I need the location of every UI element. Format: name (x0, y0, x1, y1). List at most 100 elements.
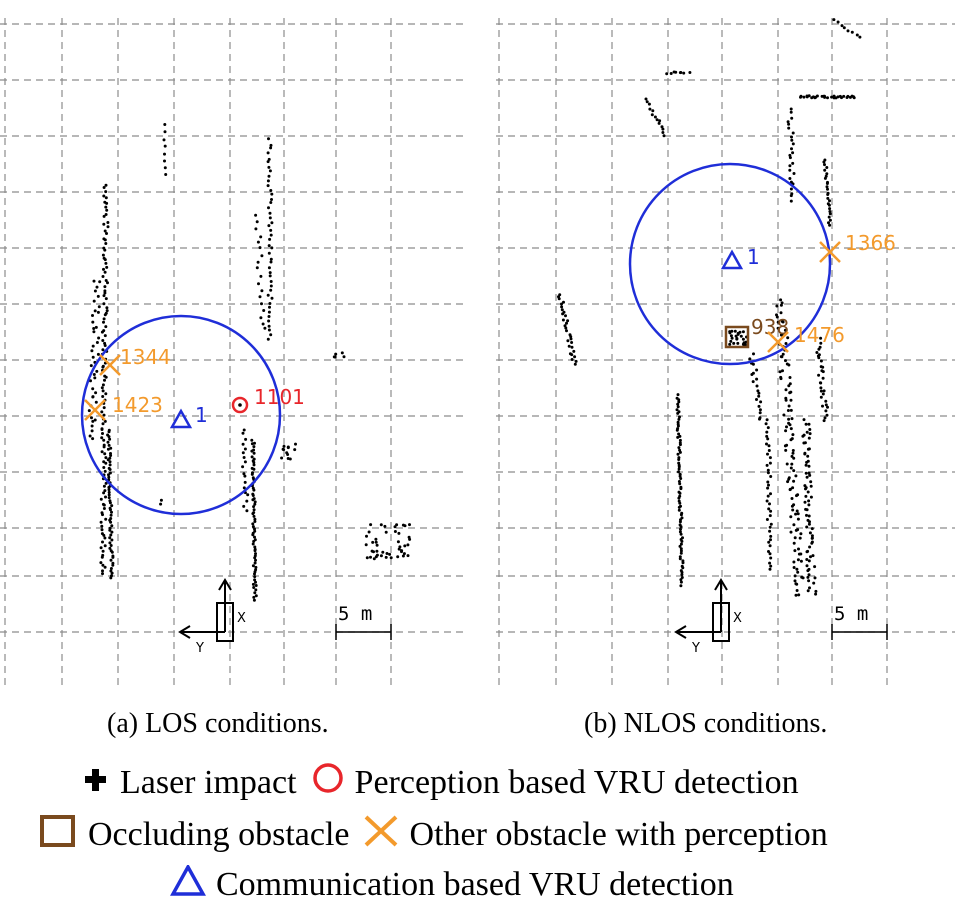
laser-point (100, 528, 104, 532)
laser-point (786, 120, 790, 124)
laser-point (383, 524, 387, 528)
laser-point (254, 584, 258, 587)
laser-point (100, 386, 104, 390)
laser-point (795, 509, 799, 513)
laser-point (253, 549, 257, 553)
laser-point (842, 94, 846, 98)
laser-point (787, 122, 791, 126)
laser-point (825, 413, 829, 417)
laser-point (808, 586, 811, 590)
laser-point (101, 422, 105, 426)
laser-point (110, 550, 114, 554)
laser-point (102, 460, 106, 464)
laser-point (811, 95, 815, 99)
laser-point (569, 335, 573, 339)
laser-point (757, 394, 761, 398)
laser-point (364, 543, 368, 547)
laser-point (253, 578, 257, 582)
laser-point (806, 447, 810, 451)
laser-point (766, 452, 769, 456)
laser-point (752, 352, 755, 356)
laser-point (107, 488, 111, 492)
laser-point (827, 221, 830, 225)
laser-point (256, 240, 260, 244)
laser-point (803, 451, 807, 455)
laser-point (795, 567, 799, 571)
laser-point (250, 442, 254, 446)
laser-point (91, 437, 95, 441)
laser-point (267, 224, 271, 228)
laser-point (677, 458, 681, 461)
laser-point (268, 274, 272, 278)
legend-item-laser: Laser impact (84, 763, 297, 803)
laser-point (678, 438, 682, 442)
laser-point (678, 443, 682, 447)
laser-point (260, 289, 264, 293)
laser-point (807, 436, 811, 440)
laser-point (94, 391, 98, 395)
laser-point (653, 115, 657, 119)
laser-point (260, 254, 264, 258)
laser-point (100, 330, 104, 334)
laser-point (90, 429, 94, 433)
laser-point (786, 336, 790, 340)
laser-point (805, 475, 809, 479)
laser-point (99, 546, 103, 550)
laser-point (105, 208, 109, 212)
laser-point (809, 495, 813, 499)
laser-point (245, 499, 249, 503)
laser-point (736, 332, 740, 336)
laser-point (768, 529, 772, 533)
laser-point (107, 435, 111, 439)
communication-vru-marker (720, 249, 744, 270)
laser-point (808, 531, 812, 535)
laser-point (822, 389, 826, 393)
laser-point (757, 404, 761, 408)
laser-point (90, 416, 93, 420)
laser-point (819, 386, 823, 390)
other-obstacle-marker (767, 331, 789, 353)
laser-point (766, 426, 770, 430)
laser-point (269, 146, 273, 150)
laser-point (109, 567, 113, 570)
laser-point (91, 314, 94, 317)
laser-point (260, 302, 263, 306)
laser-point (765, 434, 769, 438)
laser-point (573, 355, 577, 359)
laser-point (408, 537, 412, 541)
laser-point (821, 376, 825, 380)
laser-point (645, 100, 649, 104)
laser-point (815, 351, 819, 354)
laser-point (92, 330, 96, 334)
laser-point (96, 310, 100, 314)
laser-point (676, 402, 680, 406)
laser-point (253, 575, 257, 579)
laser-point (679, 551, 683, 555)
laser-point (688, 71, 692, 74)
laser-point (730, 336, 734, 340)
laser-point (104, 481, 108, 485)
laser-point (102, 302, 106, 306)
laser-point (755, 384, 759, 388)
laser-point (560, 302, 563, 306)
laser-point (93, 418, 97, 422)
laser-point (827, 215, 831, 219)
laser-point (732, 341, 736, 345)
laser-point (371, 540, 375, 544)
laser-point (790, 462, 794, 466)
laser-point (91, 344, 95, 348)
laser-points-nlos (557, 18, 862, 597)
laser-point (791, 486, 795, 490)
laser-point (268, 302, 272, 305)
axis-y-label: Y (691, 641, 700, 656)
laser-point (679, 542, 683, 546)
laser-point (793, 549, 797, 553)
laser-point (268, 237, 272, 241)
laser-point (810, 536, 814, 540)
laser-point (104, 461, 108, 465)
laser-point (787, 417, 791, 421)
laser-point (252, 467, 256, 471)
laser-point (767, 449, 771, 452)
communication-range-circle (80, 314, 282, 516)
laser-point (254, 565, 258, 569)
